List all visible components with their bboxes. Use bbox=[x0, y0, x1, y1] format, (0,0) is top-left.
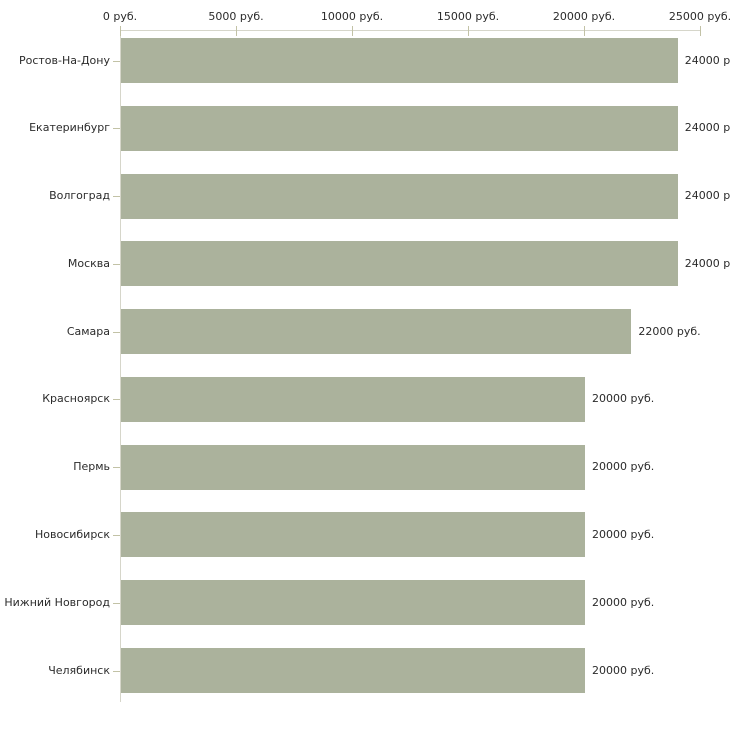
bar bbox=[121, 173, 678, 219]
y-tick-mark bbox=[113, 128, 120, 130]
value-label: 20000 руб. bbox=[592, 527, 655, 541]
y-tick-mark bbox=[113, 602, 120, 604]
bar bbox=[121, 241, 678, 287]
category-label: Челябинск bbox=[48, 663, 110, 677]
y-tick-mark bbox=[113, 467, 120, 469]
x-tick-label: 5000 руб. bbox=[208, 10, 264, 23]
x-tick-mark bbox=[700, 26, 701, 36]
bar bbox=[121, 376, 585, 422]
category-label: Новосибирск bbox=[34, 527, 110, 541]
x-tick-label: 25000 руб. bbox=[668, 10, 730, 23]
y-tick-mark bbox=[113, 331, 120, 333]
x-tick-mark bbox=[236, 26, 237, 36]
y-tick-mark bbox=[113, 399, 120, 401]
category-label: Красноярск bbox=[42, 392, 110, 406]
x-tick-label: 15000 руб. bbox=[436, 10, 500, 23]
bar bbox=[121, 105, 678, 151]
bar bbox=[121, 648, 585, 694]
category-label: Нижний Новгород bbox=[4, 595, 110, 609]
category-label: Пермь bbox=[73, 460, 110, 474]
value-label: 22000 руб. bbox=[638, 324, 701, 338]
category-label: Ростов-На-Дону bbox=[18, 53, 110, 67]
y-tick-mark bbox=[113, 60, 120, 62]
value-label: 20000 руб. bbox=[592, 595, 655, 609]
y-axis-line bbox=[120, 30, 121, 702]
y-tick-mark bbox=[113, 534, 120, 536]
bar bbox=[121, 309, 632, 355]
category-label: Москва bbox=[67, 256, 110, 270]
value-label: 20000 руб. bbox=[592, 392, 655, 406]
value-label: 24000 руб. bbox=[684, 121, 730, 135]
value-label: 24000 руб. bbox=[684, 256, 730, 270]
value-label: 24000 руб. bbox=[684, 53, 730, 67]
x-tick-mark bbox=[120, 26, 121, 36]
value-label: 20000 руб. bbox=[592, 663, 655, 677]
x-tick-mark bbox=[468, 26, 469, 36]
y-tick-mark bbox=[113, 263, 120, 265]
category-label: Волгоград bbox=[49, 189, 110, 203]
x-tick-label: 10000 руб. bbox=[320, 10, 384, 23]
category-label: Екатеринбург bbox=[29, 121, 110, 135]
x-tick-mark bbox=[584, 26, 585, 36]
bar bbox=[121, 580, 585, 626]
bar bbox=[121, 512, 585, 558]
value-label: 24000 руб. bbox=[684, 189, 730, 203]
y-tick-mark bbox=[113, 196, 120, 198]
x-tick-label: 0 руб. bbox=[102, 10, 138, 23]
bar bbox=[121, 38, 678, 83]
x-tick-mark bbox=[352, 26, 353, 36]
bar bbox=[121, 444, 585, 490]
value-label: 20000 руб. bbox=[592, 460, 655, 474]
y-tick-mark bbox=[113, 670, 120, 672]
x-tick-label: 20000 руб. bbox=[552, 10, 616, 23]
x-axis-line bbox=[120, 30, 701, 31]
category-label: Самара bbox=[66, 324, 110, 338]
